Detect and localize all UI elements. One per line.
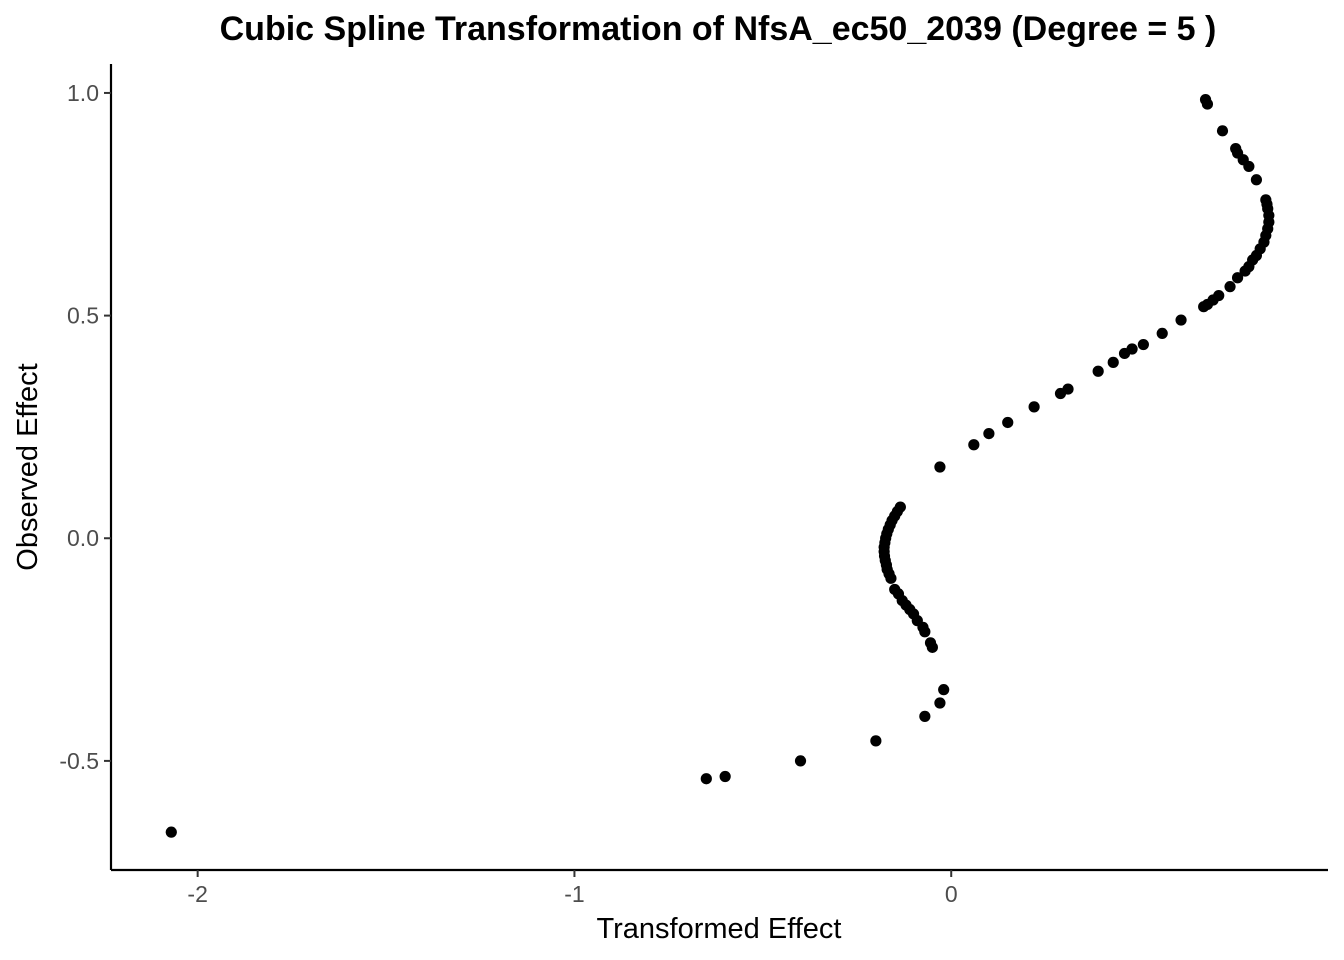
data-point xyxy=(1224,281,1236,293)
x-axis-ticks: -2 -1 0 xyxy=(187,870,958,907)
x-tick-label: -1 xyxy=(564,881,584,907)
data-point xyxy=(1126,343,1138,355)
data-point xyxy=(1213,289,1225,302)
data-point xyxy=(889,583,901,596)
data-point xyxy=(1156,327,1168,340)
data-point xyxy=(870,735,882,747)
data-point xyxy=(1062,383,1074,395)
data-point xyxy=(1250,174,1263,186)
chart-title: Cubic Spline Transformation of NfsA_ec50… xyxy=(220,10,1217,48)
data-point xyxy=(934,461,946,473)
data-point xyxy=(919,710,931,722)
data-point xyxy=(1137,338,1149,351)
y-axis-title: Observed Effect xyxy=(12,363,44,570)
data-point xyxy=(1199,94,1212,106)
data-point xyxy=(165,826,177,838)
data-point xyxy=(968,439,980,451)
data-point xyxy=(1175,314,1187,326)
data-point xyxy=(1002,416,1014,429)
data-point xyxy=(924,637,937,649)
data-point xyxy=(894,501,906,513)
data-point xyxy=(1260,194,1272,206)
y-tick-label: 0.5 xyxy=(67,303,99,329)
data-point xyxy=(1107,356,1119,368)
points-layer xyxy=(165,94,1275,838)
data-point xyxy=(794,755,807,767)
y-tick-label: -0.5 xyxy=(59,748,99,774)
y-tick-label: 0.0 xyxy=(67,525,99,551)
data-point xyxy=(1231,272,1244,284)
data-point xyxy=(1230,143,1242,155)
x-axis-title: Transformed Effect xyxy=(597,913,842,945)
data-point xyxy=(719,770,731,783)
data-point xyxy=(934,697,946,709)
x-tick-label: -2 xyxy=(187,881,207,907)
data-point xyxy=(938,684,950,696)
x-tick-label: 0 xyxy=(945,881,958,907)
data-point xyxy=(700,773,712,785)
data-point xyxy=(1216,125,1229,137)
data-point xyxy=(983,428,995,440)
data-point xyxy=(1092,365,1104,377)
data-point xyxy=(1028,401,1040,413)
y-tick-label: 1.0 xyxy=(67,80,99,106)
y-axis-ticks: -0.5 0.0 0.5 1.0 xyxy=(59,80,111,774)
